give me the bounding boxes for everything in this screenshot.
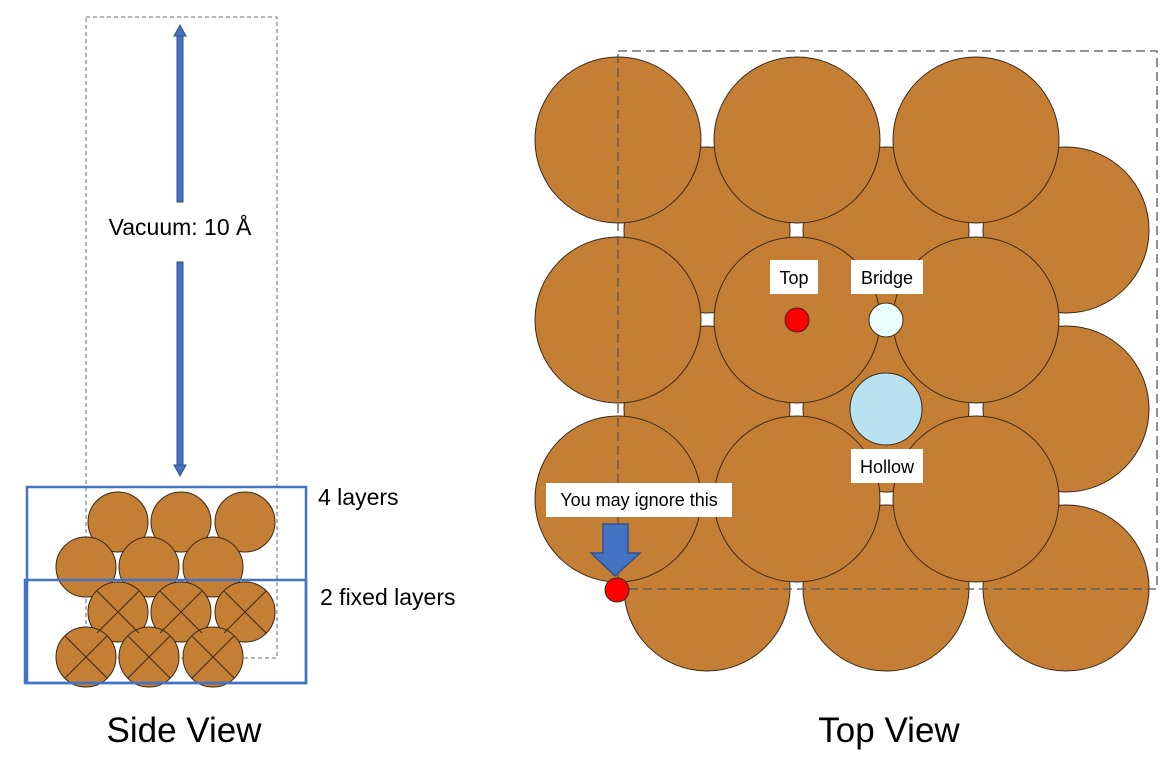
side-view: Vacuum: 10 Å 4 lay — [23, 16, 456, 750]
side-atom — [214, 491, 276, 553]
side-atom — [118, 536, 180, 598]
top-label: Top — [779, 268, 808, 288]
upper-atom — [713, 56, 881, 224]
ignored-site-marker — [604, 577, 630, 603]
side-atom — [182, 536, 244, 598]
bridge-label: Bridge — [861, 268, 913, 288]
fixed-layers-box — [23, 578, 308, 685]
down-arrow-icon — [589, 523, 642, 578]
bridge-label-box — [851, 260, 923, 294]
top-label-box — [770, 260, 818, 294]
hollow-site-marker — [849, 372, 923, 446]
top-site-marker — [784, 307, 810, 333]
top-cell-dashed-box — [617, 50, 1158, 590]
hollow-label-box — [851, 449, 923, 483]
side-atom — [150, 491, 212, 553]
upper-atom — [892, 56, 1060, 224]
upper-atom — [892, 415, 1060, 583]
vacuum-label: Vacuum: 10 Å — [109, 213, 252, 240]
side-atoms — [55, 491, 276, 688]
side-atom — [55, 536, 117, 598]
side-cell-dashed-box — [85, 16, 278, 659]
upper-atom — [713, 415, 881, 583]
top-view-title: Top View — [818, 711, 960, 750]
four-layers-label: 4 layers — [318, 484, 399, 510]
note-label: You may ignore this — [560, 490, 717, 510]
vacuum-arrow-up — [173, 23, 187, 203]
top-view: Top Bridge Hollow You may ignore this To… — [534, 50, 1158, 750]
hollow-label: Hollow — [860, 457, 915, 477]
vacuum-arrow-down — [173, 261, 187, 478]
fixed-layers-label: 2 fixed layers — [320, 584, 456, 610]
fixed-atom-x-marks — [64, 590, 267, 679]
note-label-box — [546, 483, 732, 517]
bridge-site-marker — [868, 302, 904, 338]
side-atom — [87, 491, 149, 553]
side-view-title: Side View — [106, 711, 262, 750]
